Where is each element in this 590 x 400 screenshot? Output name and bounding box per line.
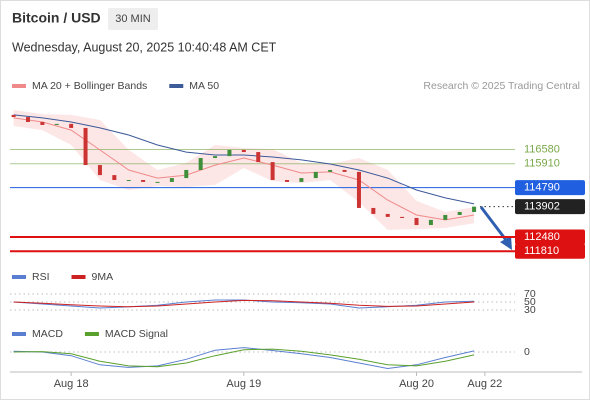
candle — [126, 180, 131, 181]
legend-label: MACD — [32, 328, 63, 340]
legend-label: MA 20 + Bollinger Bands — [32, 80, 147, 92]
level-label: 112480 — [524, 231, 560, 243]
candle — [54, 123, 59, 125]
legend-label: RSI — [32, 271, 50, 283]
indicator-line — [13, 347, 475, 370]
level-box — [515, 229, 585, 245]
date: Wednesday, August 20, 2025 10:40:48 AM C… — [12, 40, 277, 54]
candle — [83, 127, 88, 166]
candle — [313, 171, 318, 179]
candle — [356, 171, 361, 208]
candle — [414, 217, 419, 226]
candle — [112, 175, 117, 180]
candle — [155, 181, 160, 183]
credit: Research © 2025 Trading Central — [423, 80, 580, 92]
candle — [472, 206, 477, 212]
y-tick-label: 30 — [524, 304, 536, 316]
legend-swatch — [12, 275, 26, 279]
forecast-arrow-head — [500, 236, 512, 250]
level-box — [515, 243, 585, 259]
legend-swatch — [12, 332, 26, 336]
ma50-line — [13, 114, 475, 205]
level-box — [515, 180, 585, 196]
y-tick-label: 0 — [524, 346, 530, 358]
candle — [385, 213, 390, 217]
legend-label: MACD Signal — [105, 328, 168, 340]
candle — [299, 178, 304, 182]
indicator-line — [13, 348, 475, 368]
candle — [97, 165, 102, 176]
y-tick-label: 50 — [524, 296, 536, 308]
level-label: 116580 — [524, 143, 560, 155]
legend-swatch — [84, 332, 99, 336]
level-label: 114790 — [524, 182, 560, 194]
candle — [328, 169, 333, 172]
forecast-arrow — [479, 206, 508, 241]
y-tick-label: 70 — [524, 288, 536, 300]
candle — [457, 212, 462, 215]
candle — [270, 162, 275, 180]
x-tick-label: Aug 19 — [226, 378, 261, 390]
candle — [25, 117, 30, 122]
candle — [285, 180, 290, 182]
candle — [400, 216, 405, 218]
candle — [40, 121, 45, 125]
level-box — [515, 199, 585, 215]
legend-swatch — [71, 275, 86, 279]
candle — [241, 149, 246, 153]
legend-swatch — [12, 84, 26, 88]
legend-swatch — [169, 84, 184, 88]
level-label: 115910 — [524, 158, 560, 170]
level-label: 113902 — [524, 201, 560, 213]
legend-label: 9MA — [92, 271, 114, 283]
candle — [371, 207, 376, 214]
x-tick-label: Aug 22 — [467, 378, 502, 390]
candle — [69, 123, 74, 128]
candle — [169, 178, 174, 182]
legend-label: MA 50 — [189, 80, 219, 92]
indicator-line — [13, 299, 475, 308]
x-tick-label: Aug 20 — [399, 378, 434, 390]
candle — [443, 214, 448, 220]
timeframe[interactable]: 30 MIN — [115, 13, 151, 25]
timeframe-tab[interactable] — [108, 8, 158, 30]
x-tick-label: Aug 18 — [54, 378, 89, 390]
level-label: 111810 — [524, 245, 559, 257]
ma20-line — [13, 117, 475, 221]
candle — [141, 180, 146, 182]
candle — [428, 219, 433, 226]
candle — [213, 156, 218, 159]
title: Bitcoin / USD — [12, 10, 101, 26]
candle — [227, 149, 232, 157]
candle — [342, 169, 347, 172]
candle — [256, 152, 261, 163]
candle — [184, 169, 189, 179]
candle — [11, 114, 16, 118]
candle — [198, 158, 203, 170]
